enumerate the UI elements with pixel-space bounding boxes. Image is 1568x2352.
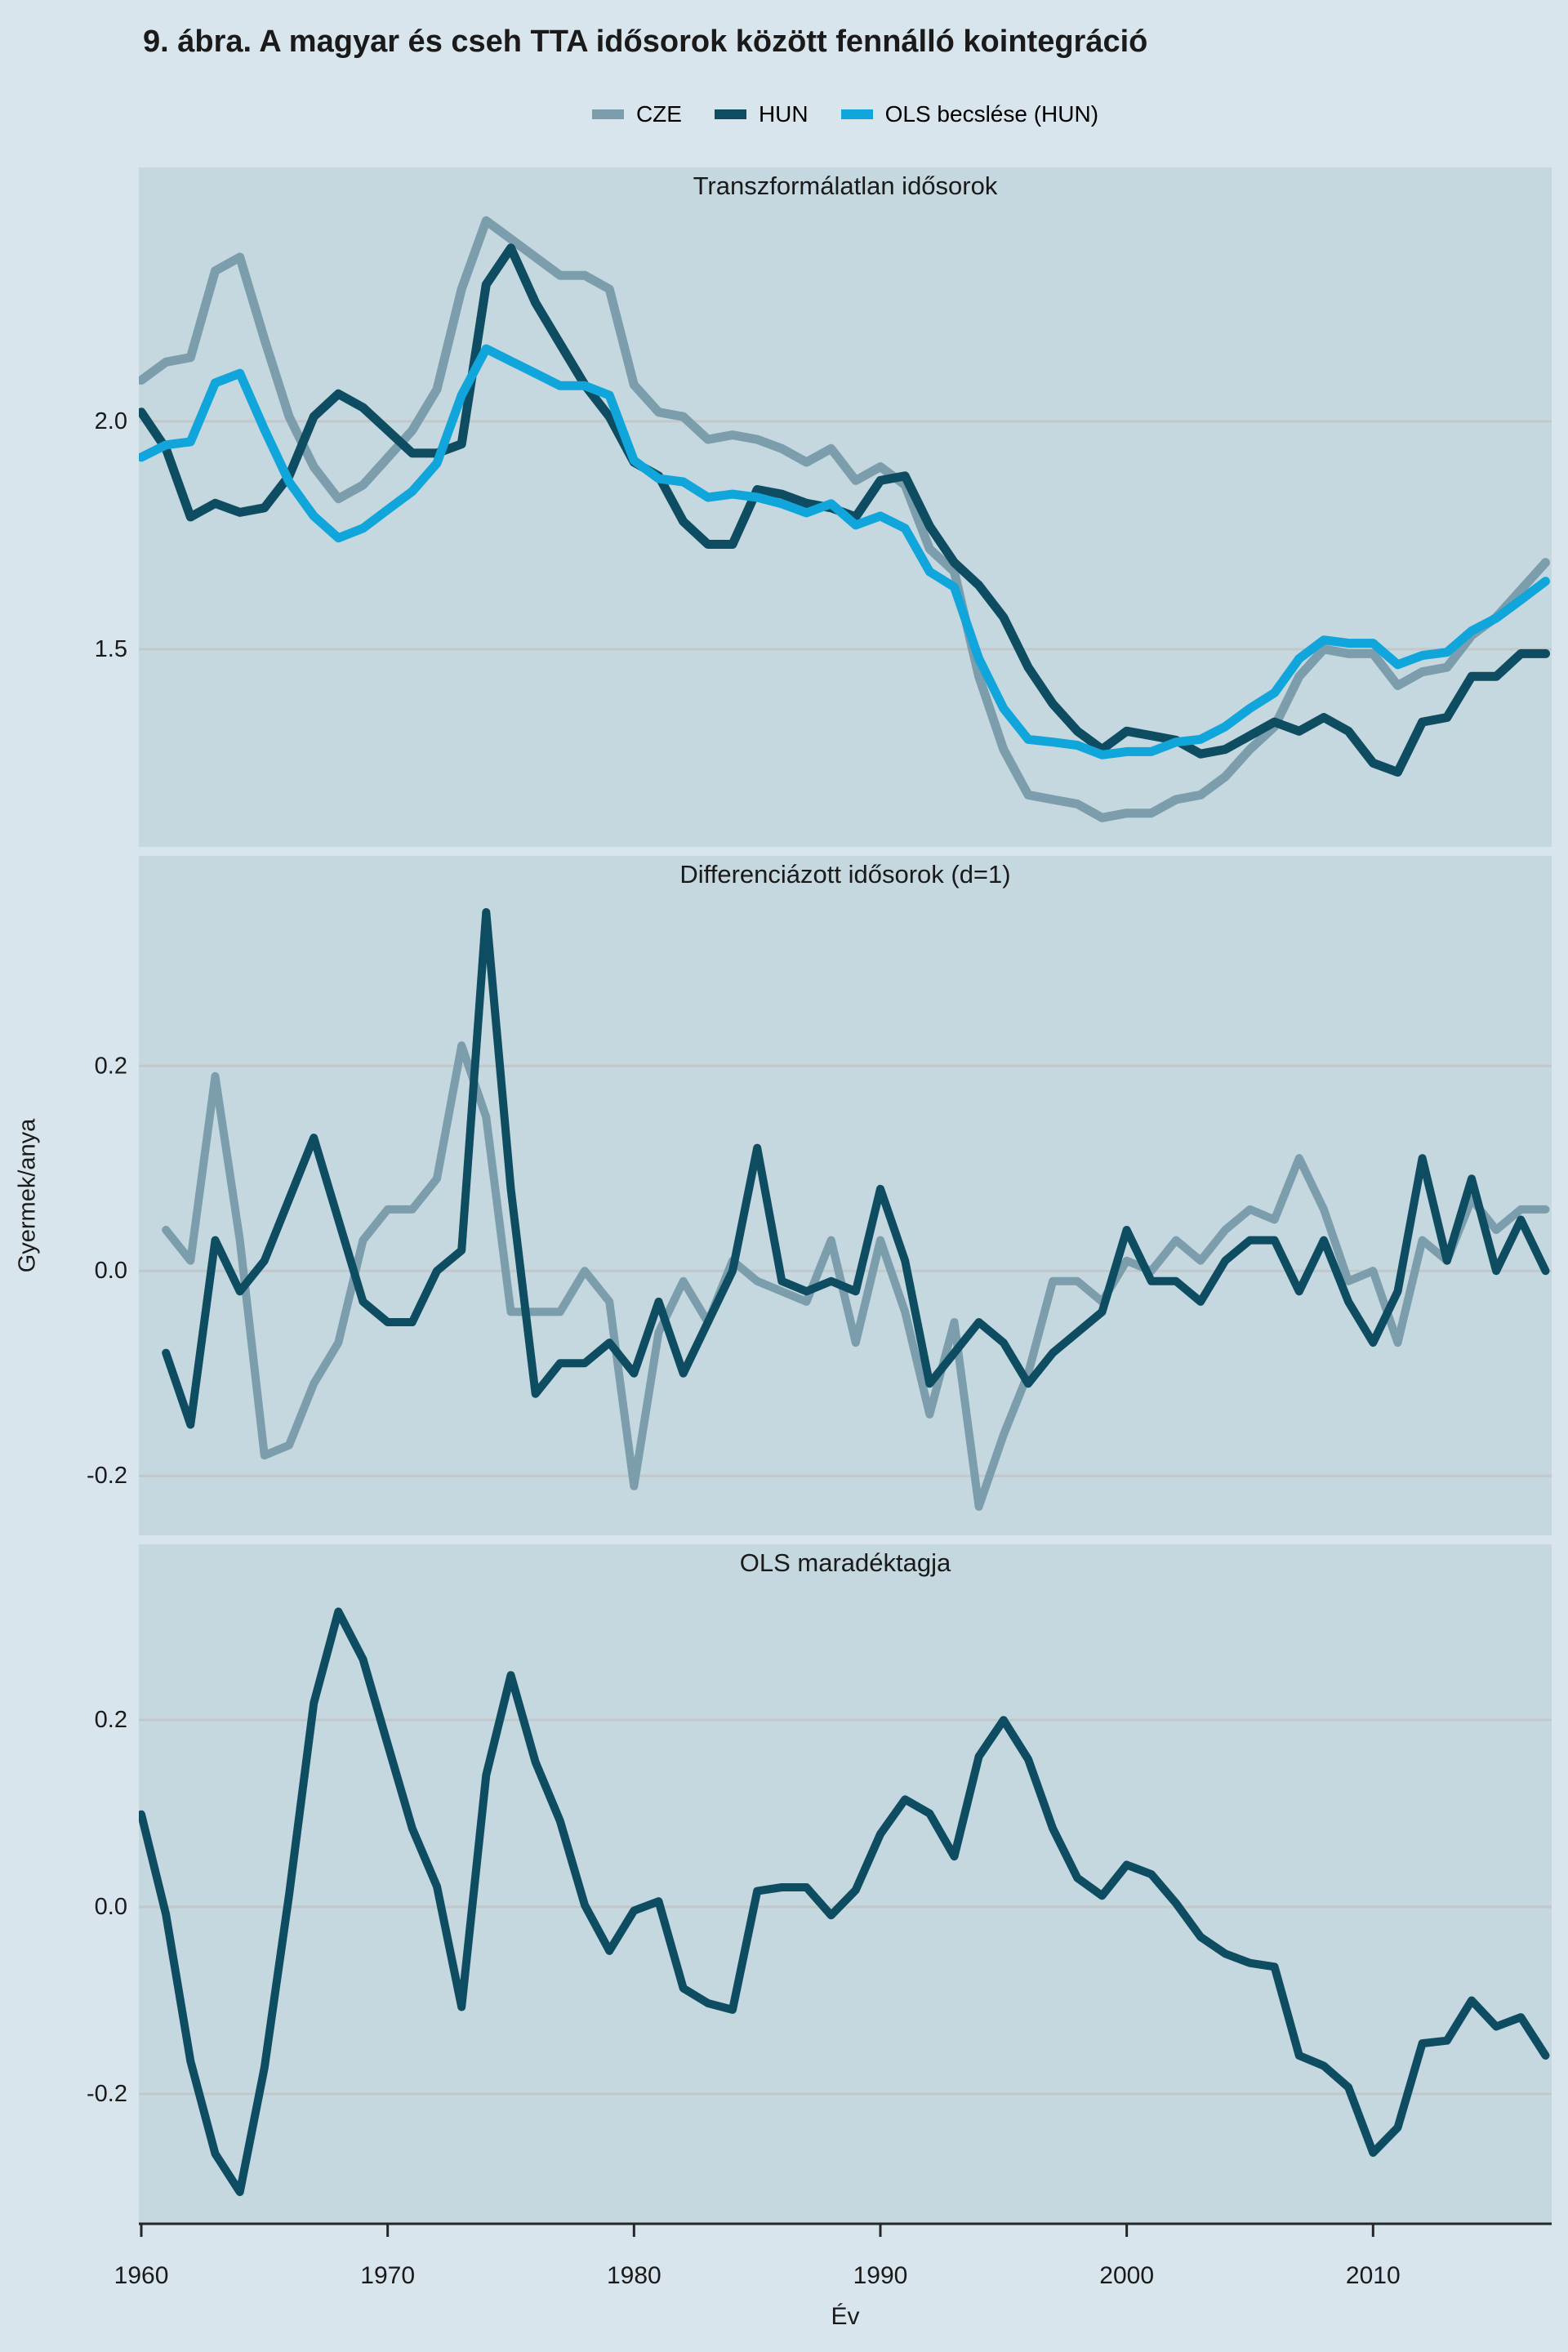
legend-label-hun: HUN [758, 101, 808, 127]
x-tick-label: 1980 [607, 2262, 662, 2289]
figure-title: 9. ábra. A magyar és cseh TTA idősorok k… [143, 24, 1148, 59]
x-tick-label: 1990 [853, 2262, 908, 2289]
ols-line-swatch-icon [840, 109, 873, 119]
series-line-ols-marad-ktag [139, 1607, 1550, 2197]
series-line-hun [162, 908, 1550, 1429]
cze-line-swatch-icon [591, 109, 624, 119]
panel-0-background [139, 167, 1552, 847]
y-tick-label: 0.0 [95, 1894, 127, 1920]
x-tick-label: 1960 [114, 2262, 169, 2289]
legend: CZE HUN OLS becslése (HUN) [139, 101, 1552, 127]
panel-1-background [139, 856, 1552, 1535]
legend-item-ols: OLS becslése (HUN) [840, 101, 1099, 127]
legend-label-cze: CZE [635, 101, 682, 127]
hun-line-swatch-icon [714, 109, 746, 119]
y-tick-label: -0.2 [87, 1463, 127, 1489]
panel-2-background [139, 1544, 1552, 2224]
x-tick-label: 2000 [1099, 2262, 1154, 2289]
panel-title-untransformed: Transzformálatlan idősorok [693, 172, 998, 200]
series-line-cze [162, 1041, 1550, 1511]
y-tick-label: 0.2 [95, 1053, 127, 1079]
panel-title-residuals: OLS maradéktagja [739, 1548, 951, 1577]
legend-item-hun: HUN [714, 101, 808, 127]
legend-label-ols: OLS becslése (HUN) [884, 101, 1099, 127]
x-tick-label: 2010 [1346, 2262, 1401, 2289]
y-tick-label: 0.2 [95, 1707, 127, 1733]
series-line-cze [139, 216, 1550, 822]
panel-title-differenced: Differenciázott idősorok (d=1) [679, 860, 1011, 889]
y-tick-label: 0.0 [95, 1258, 127, 1284]
x-tick-label: 1970 [360, 2262, 415, 2289]
legend-item-cze: CZE [591, 101, 682, 127]
series-line-ols-becsl-se-hun- [139, 344, 1550, 760]
y-tick-label: 1.5 [95, 636, 127, 662]
y-tick-label: 2.0 [95, 408, 127, 434]
x-axis-title: Év [831, 2303, 860, 2330]
y-tick-label: -0.2 [87, 2081, 127, 2107]
